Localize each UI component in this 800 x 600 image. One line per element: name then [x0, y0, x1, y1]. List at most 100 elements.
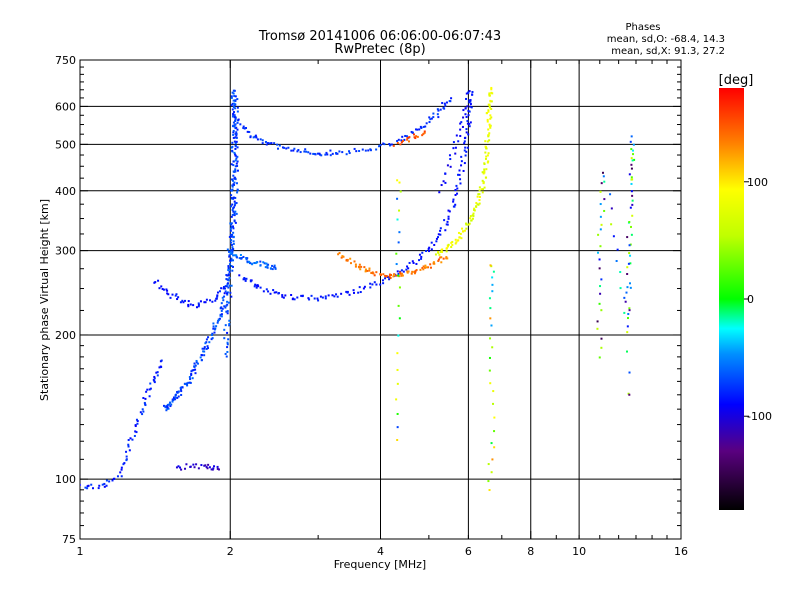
echo-point [456, 192, 459, 195]
echo-point [210, 468, 213, 471]
echo-point [420, 126, 423, 129]
echo-point [476, 195, 479, 198]
echo-point [478, 189, 481, 192]
echo-point [167, 407, 170, 410]
echo-point [448, 154, 451, 157]
echo-point [488, 356, 491, 359]
echo-point [603, 198, 606, 201]
echo-point [406, 138, 409, 141]
echo-point [405, 135, 408, 138]
echo-point [447, 209, 450, 212]
echo-point [195, 463, 198, 466]
echo-point [443, 219, 446, 222]
x-tick-labels: 1 2 4 6 8 10 16 [77, 545, 689, 558]
echo-point [268, 142, 271, 145]
echo-point [335, 293, 338, 296]
echo-point [427, 247, 430, 250]
echo-point [490, 107, 493, 110]
echo-point [490, 442, 493, 445]
echo-point [239, 123, 242, 126]
echo-point [626, 286, 629, 289]
echo-point [444, 104, 447, 107]
echo-point [296, 150, 299, 153]
echo-point [230, 205, 233, 208]
echo-point [464, 154, 467, 157]
echo-point [234, 196, 237, 199]
trace-10 [434, 86, 494, 256]
echo-point [373, 274, 376, 277]
echo-point [362, 287, 365, 290]
echo-point [368, 267, 371, 270]
echo-point [225, 310, 228, 313]
echo-point [336, 152, 339, 155]
echo-point [406, 137, 409, 140]
x-axis-label: Frequency [MHz] [334, 558, 426, 571]
echo-point [234, 221, 237, 224]
echo-point [459, 178, 462, 181]
echo-point [423, 131, 426, 134]
echo-point [278, 144, 281, 147]
echo-point [197, 302, 200, 305]
echo-point [464, 113, 467, 116]
echo-point [483, 171, 486, 174]
echo-point [398, 181, 401, 184]
echo-point [243, 127, 246, 130]
echo-point [174, 396, 177, 399]
echo-point [231, 91, 234, 94]
echo-point [441, 248, 444, 251]
echo-point [388, 144, 391, 147]
echo-point [401, 135, 404, 138]
echo-point [276, 143, 279, 146]
echo-point [484, 145, 487, 148]
echo-point [134, 425, 137, 428]
echo-point [290, 293, 293, 296]
echo-point [628, 307, 631, 310]
echo-point [452, 141, 455, 144]
echo-point [463, 149, 466, 152]
echo-point [208, 466, 211, 469]
echo-point [424, 264, 427, 267]
echo-point [233, 204, 236, 207]
echo-point [629, 206, 632, 209]
echo-point [233, 177, 236, 180]
echo-point [216, 294, 219, 297]
echo-point [92, 487, 95, 490]
echo-point [629, 140, 632, 143]
echo-point [628, 244, 631, 247]
echo-point [448, 210, 451, 213]
echo-point [413, 133, 416, 136]
echo-point [348, 293, 351, 296]
echo-point [458, 173, 461, 176]
echo-point [226, 346, 229, 349]
echo-point [428, 116, 431, 119]
echo-point [233, 140, 236, 143]
echo-point [487, 160, 490, 163]
echo-point [399, 143, 402, 146]
echo-point [248, 131, 251, 134]
echo-point [484, 140, 487, 143]
echo-point [490, 471, 493, 474]
echo-point [227, 266, 230, 269]
echo-point [230, 104, 233, 107]
echo-point [466, 120, 469, 123]
echo-point [234, 95, 237, 98]
echo-point [166, 405, 169, 408]
echo-point [234, 147, 237, 150]
echo-point [257, 285, 260, 288]
echo-point [369, 286, 372, 289]
echo-point [231, 225, 234, 228]
echo-point [228, 277, 231, 280]
x-tick-label: 16 [674, 545, 688, 558]
echo-point [429, 118, 432, 121]
echo-point [360, 265, 363, 268]
echo-point [87, 484, 90, 487]
echo-point [446, 220, 449, 223]
echo-point [263, 262, 266, 265]
echo-point [233, 94, 236, 97]
echo-point [235, 131, 238, 134]
echo-point [628, 282, 631, 285]
echo-point [227, 274, 230, 277]
echo-point [432, 112, 435, 115]
x-tick-label: 8 [527, 545, 534, 558]
echo-point [190, 374, 193, 377]
